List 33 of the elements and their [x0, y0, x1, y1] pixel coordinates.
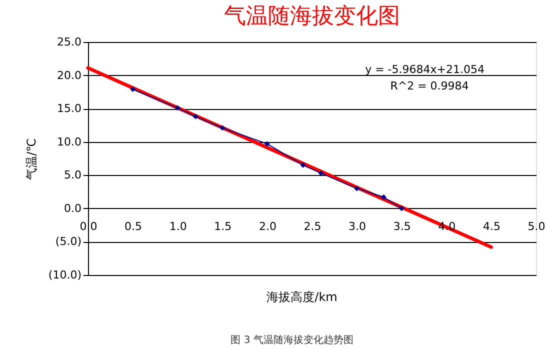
point: [130, 86, 136, 92]
x-tick-label: 3.0: [348, 220, 366, 233]
x-tick-label: 1.0: [169, 220, 187, 233]
chart-title: 气温随海拔变化图: [224, 4, 400, 29]
y-tick-label: (10.0): [48, 268, 82, 282]
annotation: y = -5.9684x+21.054: [365, 62, 484, 76]
annotation: R^2 = 0.9984: [390, 79, 469, 92]
y-tick-label: 0.0: [64, 202, 82, 215]
x-axis-title: 海拔高度/km: [266, 290, 338, 304]
y-tick-label: (5.0): [55, 235, 82, 248]
x-tick-label: 0.5: [124, 220, 142, 233]
point: [380, 194, 386, 200]
caption: 图 3 气温随海拔变化趋势图: [230, 334, 354, 346]
y-tick-label: 25.0: [57, 36, 82, 48]
point: [300, 162, 306, 168]
y-tick-label: 15.0: [57, 102, 82, 116]
point: [192, 114, 198, 120]
y-tick-label: 5.0: [64, 168, 82, 182]
x-tick-label: 4.5: [482, 220, 500, 233]
y-tick-label: 20.0: [57, 68, 82, 82]
point: [354, 186, 360, 192]
y-axis-title: 气温/℃: [24, 138, 38, 180]
point: [398, 206, 404, 212]
x-tick-label: 3.5: [393, 220, 411, 233]
x-tick-label: 5.0: [528, 220, 546, 233]
x-tick-label: 2.0: [258, 220, 276, 233]
point: [264, 141, 270, 147]
point: [220, 125, 226, 131]
point: [318, 170, 324, 176]
x-tick-label: 2.5: [304, 220, 322, 233]
y-tick-label: 10.0: [57, 135, 82, 148]
x-tick-label: 1.5: [214, 220, 232, 233]
point: [174, 105, 180, 111]
